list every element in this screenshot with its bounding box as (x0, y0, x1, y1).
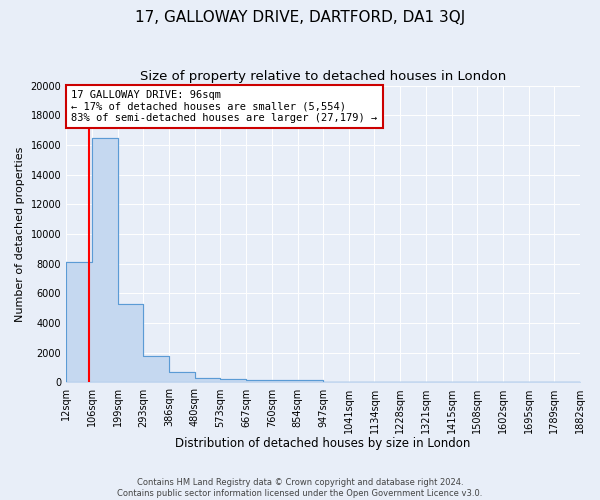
Text: 17, GALLOWAY DRIVE, DARTFORD, DA1 3QJ: 17, GALLOWAY DRIVE, DARTFORD, DA1 3QJ (135, 10, 465, 25)
X-axis label: Distribution of detached houses by size in London: Distribution of detached houses by size … (175, 437, 471, 450)
Title: Size of property relative to detached houses in London: Size of property relative to detached ho… (140, 70, 506, 83)
Y-axis label: Number of detached properties: Number of detached properties (15, 146, 25, 322)
Text: Contains HM Land Registry data © Crown copyright and database right 2024.
Contai: Contains HM Land Registry data © Crown c… (118, 478, 482, 498)
Text: 17 GALLOWAY DRIVE: 96sqm
← 17% of detached houses are smaller (5,554)
83% of sem: 17 GALLOWAY DRIVE: 96sqm ← 17% of detach… (71, 90, 377, 123)
